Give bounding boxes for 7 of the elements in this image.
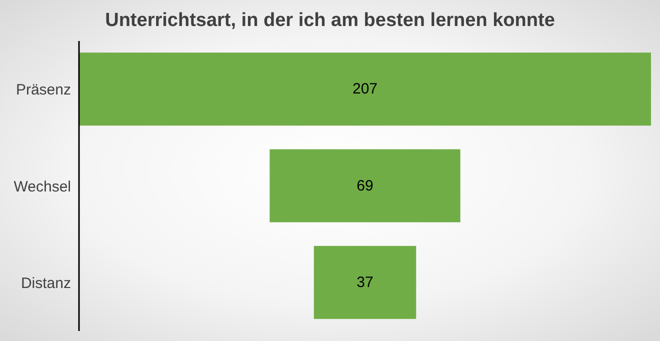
data-label: 37	[356, 274, 374, 291]
data-label: 207	[352, 80, 378, 98]
data-label: 69	[356, 177, 374, 194]
category-label: Distanz	[20, 274, 71, 292]
category-label: Präsenz	[16, 82, 71, 99]
text: Unterrichtsart, in der ich am besten lernen konnte	[104, 9, 556, 33]
category-label: Wechsel	[14, 178, 71, 196]
